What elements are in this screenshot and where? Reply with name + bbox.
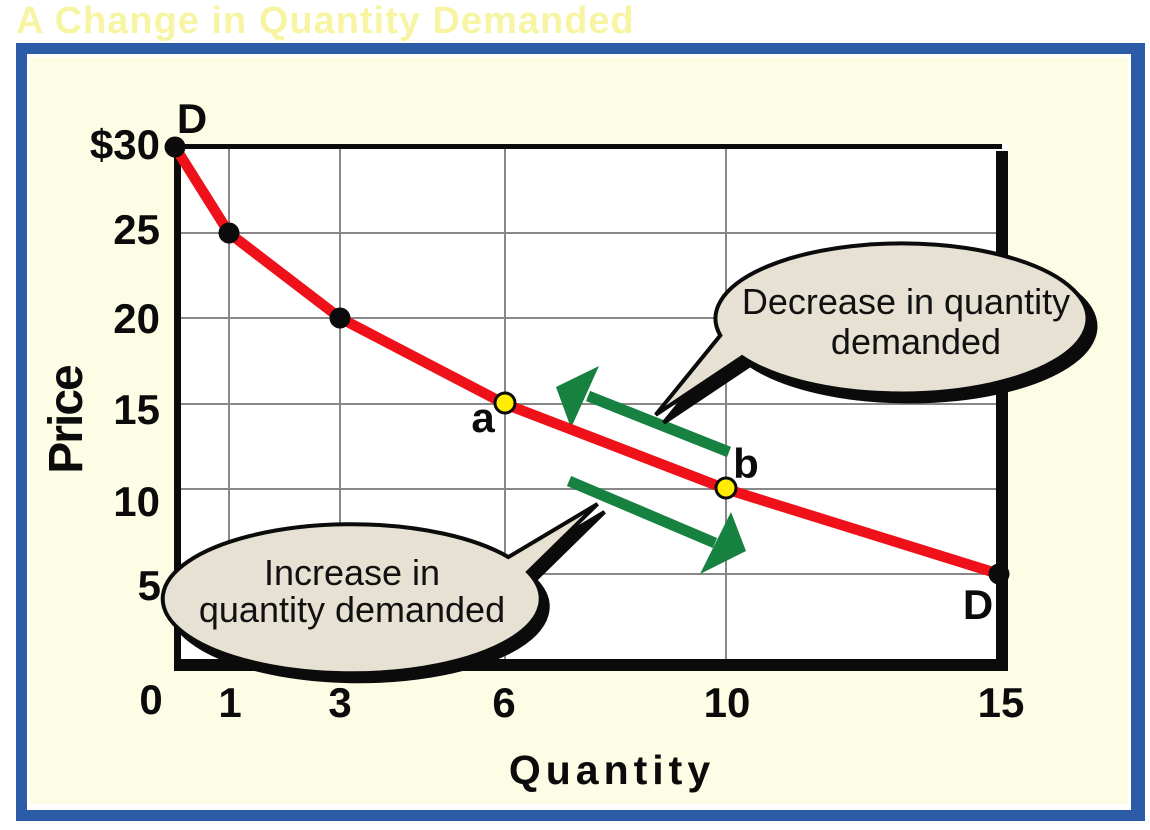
svg-text:Quantity: Quantity bbox=[509, 747, 715, 793]
svg-text:D: D bbox=[963, 581, 993, 628]
svg-text:A Change in Quantity Demanded: A Change in Quantity Demanded bbox=[16, 0, 635, 42]
svg-text:Increase in: Increase in bbox=[264, 552, 440, 593]
svg-text:15: 15 bbox=[978, 679, 1025, 726]
svg-text:3: 3 bbox=[328, 679, 351, 726]
svg-text:$30: $30 bbox=[90, 121, 160, 168]
svg-text:10: 10 bbox=[113, 478, 160, 525]
svg-text:25: 25 bbox=[113, 206, 160, 253]
svg-text:6: 6 bbox=[492, 679, 515, 726]
svg-text:demanded: demanded bbox=[831, 321, 1001, 362]
svg-text:10: 10 bbox=[704, 679, 751, 726]
svg-text:D: D bbox=[177, 95, 207, 142]
svg-text:Price: Price bbox=[40, 365, 93, 474]
svg-text:0: 0 bbox=[139, 676, 162, 723]
svg-text:quantity demanded: quantity demanded bbox=[199, 589, 505, 630]
svg-text:b: b bbox=[733, 440, 759, 487]
svg-text:20: 20 bbox=[113, 295, 160, 342]
svg-text:5: 5 bbox=[138, 562, 161, 609]
svg-text:1: 1 bbox=[218, 679, 241, 726]
svg-text:15: 15 bbox=[113, 386, 160, 433]
svg-text:Decrease in quantity: Decrease in quantity bbox=[742, 281, 1070, 322]
svg-text:a: a bbox=[471, 394, 495, 441]
